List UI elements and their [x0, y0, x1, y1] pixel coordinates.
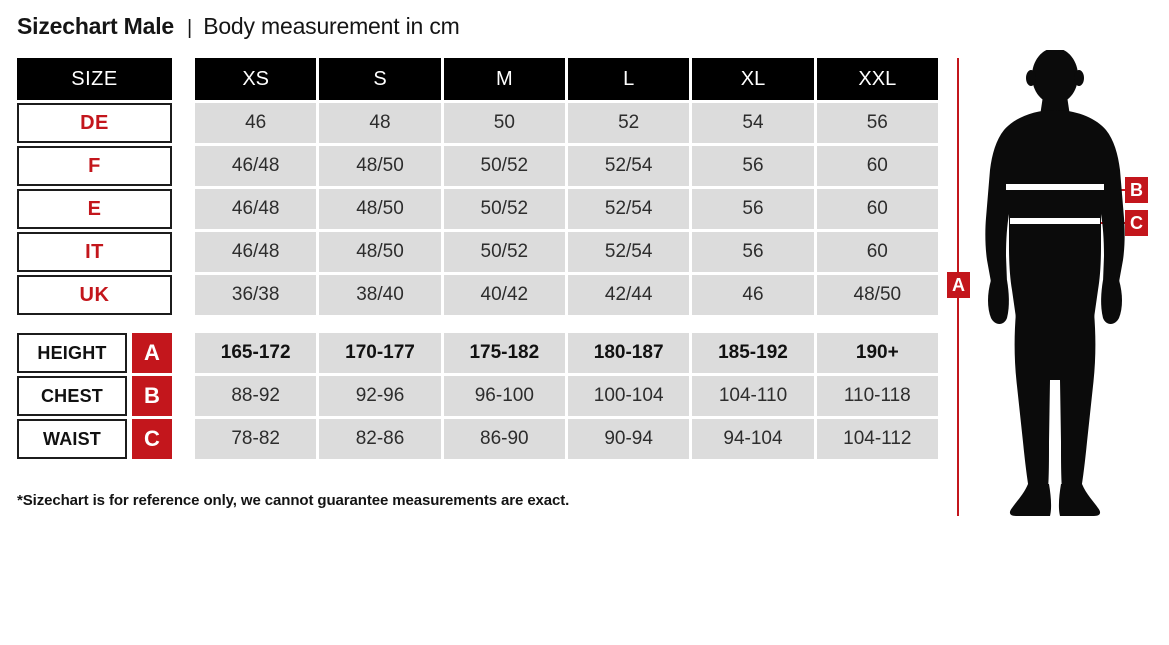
cell-e-l: 52/54	[567, 189, 690, 229]
row-label-it: IT	[17, 232, 172, 272]
cell-height-m: 175-182	[443, 333, 565, 373]
cell-chest-xxl: 110-118	[816, 376, 938, 416]
header-cell-xxl: XXL	[816, 58, 938, 100]
title-separator: |	[187, 17, 193, 39]
header-cell-xl: XL	[692, 58, 814, 100]
header-size-cells: XS S M L XL XXL	[195, 58, 938, 100]
marker-b-chest-icon: B	[1125, 177, 1148, 203]
male-body-silhouette-icon	[985, 50, 1125, 516]
cell-waist-l: 90-94	[567, 419, 690, 459]
cell-uk-xxl: 48/50	[816, 275, 938, 315]
cell-it-s: 48/50	[319, 232, 441, 272]
row-values-de: 46 48 50 52 54 56	[195, 103, 938, 143]
cell-f-xl: 56	[692, 146, 814, 186]
page-title: Sizechart Male | Body measurement in cm	[17, 13, 460, 40]
body-measurement-diagram: A B C	[940, 50, 1169, 520]
cell-f-xs: 46/48	[195, 146, 317, 186]
cell-e-xxl: 60	[816, 189, 938, 229]
cell-it-xs: 46/48	[195, 232, 317, 272]
header-cell-l: L	[567, 58, 690, 100]
header-cell-s: S	[319, 58, 441, 100]
row-label-f: F	[17, 146, 172, 186]
row-values-f: 46/48 48/50 50/52 52/54 56 60	[195, 146, 938, 186]
cell-it-xl: 56	[692, 232, 814, 272]
row-label-de: DE	[17, 103, 172, 143]
row-label-chest: CHEST	[17, 376, 127, 416]
cell-chest-s: 92-96	[319, 376, 441, 416]
cell-waist-m: 86-90	[443, 419, 565, 459]
cell-f-m: 50/52	[443, 146, 565, 186]
sizechart-table: SIZE XS S M L XL XXL DE 46 48 50 52 54 5…	[17, 58, 938, 462]
table-row: WAIST C 78-82 82-86 86-90 90-94 94-104 1…	[17, 419, 938, 459]
badge-a-icon: A	[132, 333, 172, 373]
cell-e-m: 50/52	[443, 189, 565, 229]
title-subtitle-text: Body measurement in cm	[203, 13, 460, 39]
badge-b-icon: B	[132, 376, 172, 416]
cell-it-l: 52/54	[567, 232, 690, 272]
cell-uk-xl: 46	[692, 275, 814, 315]
cell-uk-s: 38/40	[319, 275, 441, 315]
row-values-chest: 88-92 92-96 96-100 100-104 104-110 110-1…	[195, 376, 938, 416]
cell-it-m: 50/52	[443, 232, 565, 272]
cell-height-l: 180-187	[567, 333, 690, 373]
cell-f-xxl: 60	[816, 146, 938, 186]
row-label-uk: UK	[17, 275, 172, 315]
title-main-text: Sizechart Male	[17, 13, 174, 39]
cell-de-s: 48	[319, 103, 441, 143]
cell-height-s: 170-177	[319, 333, 441, 373]
header-cell-xs: XS	[195, 58, 317, 100]
cell-chest-xs: 88-92	[195, 376, 317, 416]
table-header-row: SIZE XS S M L XL XXL	[17, 58, 938, 100]
cell-waist-s: 82-86	[319, 419, 441, 459]
cell-e-s: 48/50	[319, 189, 441, 229]
cell-uk-xs: 36/38	[195, 275, 317, 315]
cell-f-l: 52/54	[567, 146, 690, 186]
cell-chest-m: 96-100	[443, 376, 565, 416]
table-row: HEIGHT A 165-172 170-177 175-182 180-187…	[17, 333, 938, 373]
cell-waist-xl: 94-104	[692, 419, 814, 459]
cell-chest-xl: 104-110	[692, 376, 814, 416]
table-row: CHEST B 88-92 92-96 96-100 100-104 104-1…	[17, 376, 938, 416]
row-label-e: E	[17, 189, 172, 229]
cell-waist-xxl: 104-112	[816, 419, 938, 459]
cell-uk-l: 42/44	[567, 275, 690, 315]
cell-uk-m: 40/42	[443, 275, 565, 315]
cell-de-xl: 54	[692, 103, 814, 143]
cell-e-xs: 46/48	[195, 189, 317, 229]
cell-de-xs: 46	[195, 103, 317, 143]
cell-chest-l: 100-104	[567, 376, 690, 416]
cell-de-m: 50	[443, 103, 565, 143]
cell-height-xxl: 190+	[816, 333, 938, 373]
cell-it-xxl: 60	[816, 232, 938, 272]
cell-f-s: 48/50	[319, 146, 441, 186]
marker-c-waist-icon: C	[1125, 210, 1148, 236]
row-values-e: 46/48 48/50 50/52 52/54 56 60	[195, 189, 938, 229]
table-row: E 46/48 48/50 50/52 52/54 56 60	[17, 189, 938, 229]
table-row: F 46/48 48/50 50/52 52/54 56 60	[17, 146, 938, 186]
row-values-height: 165-172 170-177 175-182 180-187 185-192 …	[195, 333, 938, 373]
marker-a-height-icon: A	[947, 272, 970, 298]
header-size-label: SIZE	[17, 58, 172, 100]
table-row: DE 46 48 50 52 54 56	[17, 103, 938, 143]
cell-de-xxl: 56	[816, 103, 938, 143]
disclaimer-text: *Sizechart is for reference only, we can…	[17, 492, 570, 509]
cell-height-xl: 185-192	[692, 333, 814, 373]
badge-c-icon: C	[132, 419, 172, 459]
row-values-waist: 78-82 82-86 86-90 90-94 94-104 104-112	[195, 419, 938, 459]
row-label-waist: WAIST	[17, 419, 127, 459]
row-label-height: HEIGHT	[17, 333, 127, 373]
cell-e-xl: 56	[692, 189, 814, 229]
cell-waist-xs: 78-82	[195, 419, 317, 459]
table-row: IT 46/48 48/50 50/52 52/54 56 60	[17, 232, 938, 272]
header-cell-m: M	[443, 58, 565, 100]
table-section-divider	[17, 318, 938, 333]
table-row: UK 36/38 38/40 40/42 42/44 46 48/50	[17, 275, 938, 315]
cell-de-l: 52	[567, 103, 690, 143]
row-values-it: 46/48 48/50 50/52 52/54 56 60	[195, 232, 938, 272]
row-values-uk: 36/38 38/40 40/42 42/44 46 48/50	[195, 275, 938, 315]
cell-height-xs: 165-172	[195, 333, 317, 373]
